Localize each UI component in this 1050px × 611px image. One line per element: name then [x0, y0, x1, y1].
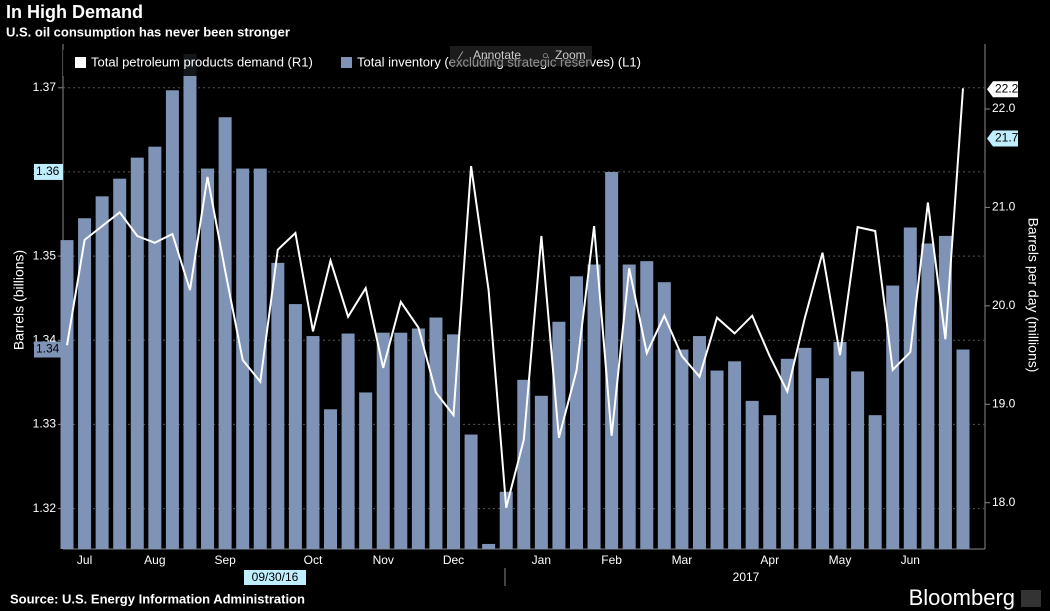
- bar: [288, 304, 302, 549]
- legend-label: Total petroleum products demand (R1): [91, 54, 313, 69]
- bar: [113, 178, 127, 549]
- bar: [851, 371, 865, 549]
- bar: [447, 334, 461, 549]
- x-tick-label: May: [829, 553, 852, 567]
- bar: [253, 168, 267, 550]
- y-tick-label: 1.32: [33, 501, 57, 515]
- x-tick-label: Jul: [77, 553, 92, 567]
- bar: [798, 347, 812, 549]
- bar: [218, 117, 232, 549]
- x-tick-label: Apr: [760, 553, 779, 567]
- bar: [780, 358, 794, 549]
- y2-axis-title: Barrels per day (millions): [1025, 218, 1041, 373]
- y2-tick-label: 21.0: [992, 200, 1016, 214]
- bar: [78, 218, 92, 549]
- bar: [640, 261, 654, 549]
- bar: [148, 146, 162, 549]
- toolbar-background: [450, 46, 592, 66]
- x-tick-label: Dec: [443, 553, 464, 567]
- bar: [499, 491, 513, 549]
- y2-tick-label: 18.0: [992, 495, 1016, 509]
- bar: [464, 434, 478, 549]
- bar: [657, 282, 671, 549]
- x-tick-label: Sep: [214, 553, 236, 567]
- bar: [728, 361, 742, 549]
- bar: [306, 336, 320, 549]
- bar: [411, 328, 425, 549]
- value-tag: 21.7: [995, 131, 1019, 145]
- bar: [429, 317, 443, 549]
- y2-tick-label: 19.0: [992, 396, 1016, 410]
- bar: [710, 370, 724, 549]
- bar: [60, 240, 74, 549]
- bar: [903, 227, 917, 549]
- y-tick-label: 1.33: [33, 417, 57, 431]
- bar: [482, 543, 496, 549]
- bar: [394, 332, 408, 549]
- bar: [675, 349, 689, 549]
- bar: [605, 171, 619, 549]
- toolbar-icon: ∕: [457, 50, 464, 62]
- bar: [201, 168, 215, 550]
- y-axis-title: Barrels (billions): [11, 250, 27, 350]
- bar: [833, 341, 847, 549]
- bar: [165, 90, 179, 550]
- x-tick-label: Jan: [532, 553, 551, 567]
- bar: [921, 243, 935, 549]
- cursor-label-box: [244, 570, 306, 585]
- bar: [868, 415, 882, 549]
- value-tag: 1.34: [36, 342, 60, 356]
- source: Source: U.S. Energy Information Administ…: [10, 591, 305, 606]
- bar: [587, 264, 601, 549]
- legend-swatch: [75, 57, 86, 68]
- x-tick-label: Nov: [373, 553, 394, 567]
- x-tick-label: Mar: [672, 553, 693, 567]
- bar: [622, 264, 636, 549]
- bar: [130, 157, 144, 549]
- bar: [95, 196, 109, 549]
- bar: [324, 409, 338, 549]
- cursor-label: 09/30/16: [252, 570, 299, 584]
- bar: [763, 415, 777, 549]
- y-tick-label: 1.35: [33, 248, 57, 262]
- bar: [815, 378, 829, 549]
- year-label: 2017: [733, 570, 760, 584]
- bar: [886, 285, 900, 549]
- y2-tick-label: 20.0: [992, 298, 1016, 312]
- x-tick-label: Aug: [144, 553, 165, 567]
- bar: [271, 262, 285, 549]
- value-tag-box: [987, 130, 1018, 147]
- x-tick-label: Oct: [304, 553, 323, 567]
- bar: [359, 392, 373, 549]
- toolbar-icon: ○: [542, 50, 549, 62]
- value-tag-box: [987, 81, 1018, 98]
- brand-icon: [1021, 590, 1041, 607]
- bar: [692, 336, 706, 549]
- value-tag: 1.36: [36, 164, 60, 178]
- y2-tick-label: 22.0: [992, 101, 1016, 115]
- value-tag-box: [34, 341, 63, 358]
- y-tick-label: 1.37: [33, 80, 57, 94]
- bar: [534, 395, 548, 549]
- bar: [341, 333, 355, 549]
- chart-subtitle: U.S. oil consumption has never been stro…: [6, 24, 290, 39]
- toolbar-button[interactable]: Annotate: [473, 48, 521, 62]
- bar: [745, 400, 759, 549]
- value-tag: 22.2: [995, 81, 1019, 95]
- bar: [517, 379, 531, 549]
- value-tag-box: [34, 163, 63, 180]
- x-tick-label: Jun: [901, 553, 920, 567]
- bar: [956, 349, 970, 549]
- legend-swatch: [341, 57, 352, 68]
- bar: [183, 54, 197, 549]
- line: [66, 88, 964, 508]
- chart-title: In High Demand: [6, 2, 143, 22]
- bar: [569, 276, 583, 549]
- bar: [376, 332, 390, 549]
- x-tick-label: Feb: [601, 553, 622, 567]
- toolbar-button[interactable]: Zoom: [555, 48, 586, 62]
- brand: Bloomberg: [909, 585, 1015, 610]
